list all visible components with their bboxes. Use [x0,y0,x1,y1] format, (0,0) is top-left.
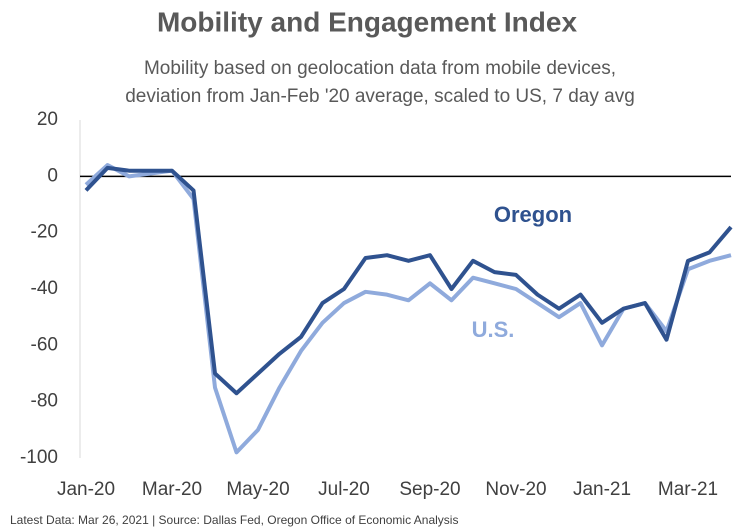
subtitle: Mobility based on geolocation data from … [144,58,616,79]
y-tick-label: -100 [20,447,58,468]
series-label: Oregon [494,202,572,227]
x-tick-label: Sep-20 [399,479,460,500]
series-label: U.S. [472,317,515,342]
y-tick-label: 20 [37,109,58,130]
y-tick-label: 0 [47,165,58,186]
series-line [84,165,733,396]
x-tick-label: Mar-20 [142,479,202,500]
x-tick-label: Nov-20 [485,479,546,500]
y-tick-label: -60 [31,334,58,355]
y-tick-label: -40 [31,278,58,299]
series-line [84,163,732,455]
y-tick-label: -20 [31,222,58,243]
x-tick-label: Mar-21 [658,479,718,500]
x-tick-label: Jan-20 [57,479,115,500]
subtitle: deviation from Jan-Feb '20 average, scal… [125,86,635,107]
chart-title: Mobility and Engagement Index [157,6,577,37]
x-tick-label: May-20 [226,479,289,500]
source-note: Latest Data: Mar 26, 2021 | Source: Dall… [10,513,458,527]
x-tick-label: Jan-21 [573,479,631,500]
y-tick-label: -80 [31,391,58,412]
x-tick-label: Jul-20 [318,479,370,500]
